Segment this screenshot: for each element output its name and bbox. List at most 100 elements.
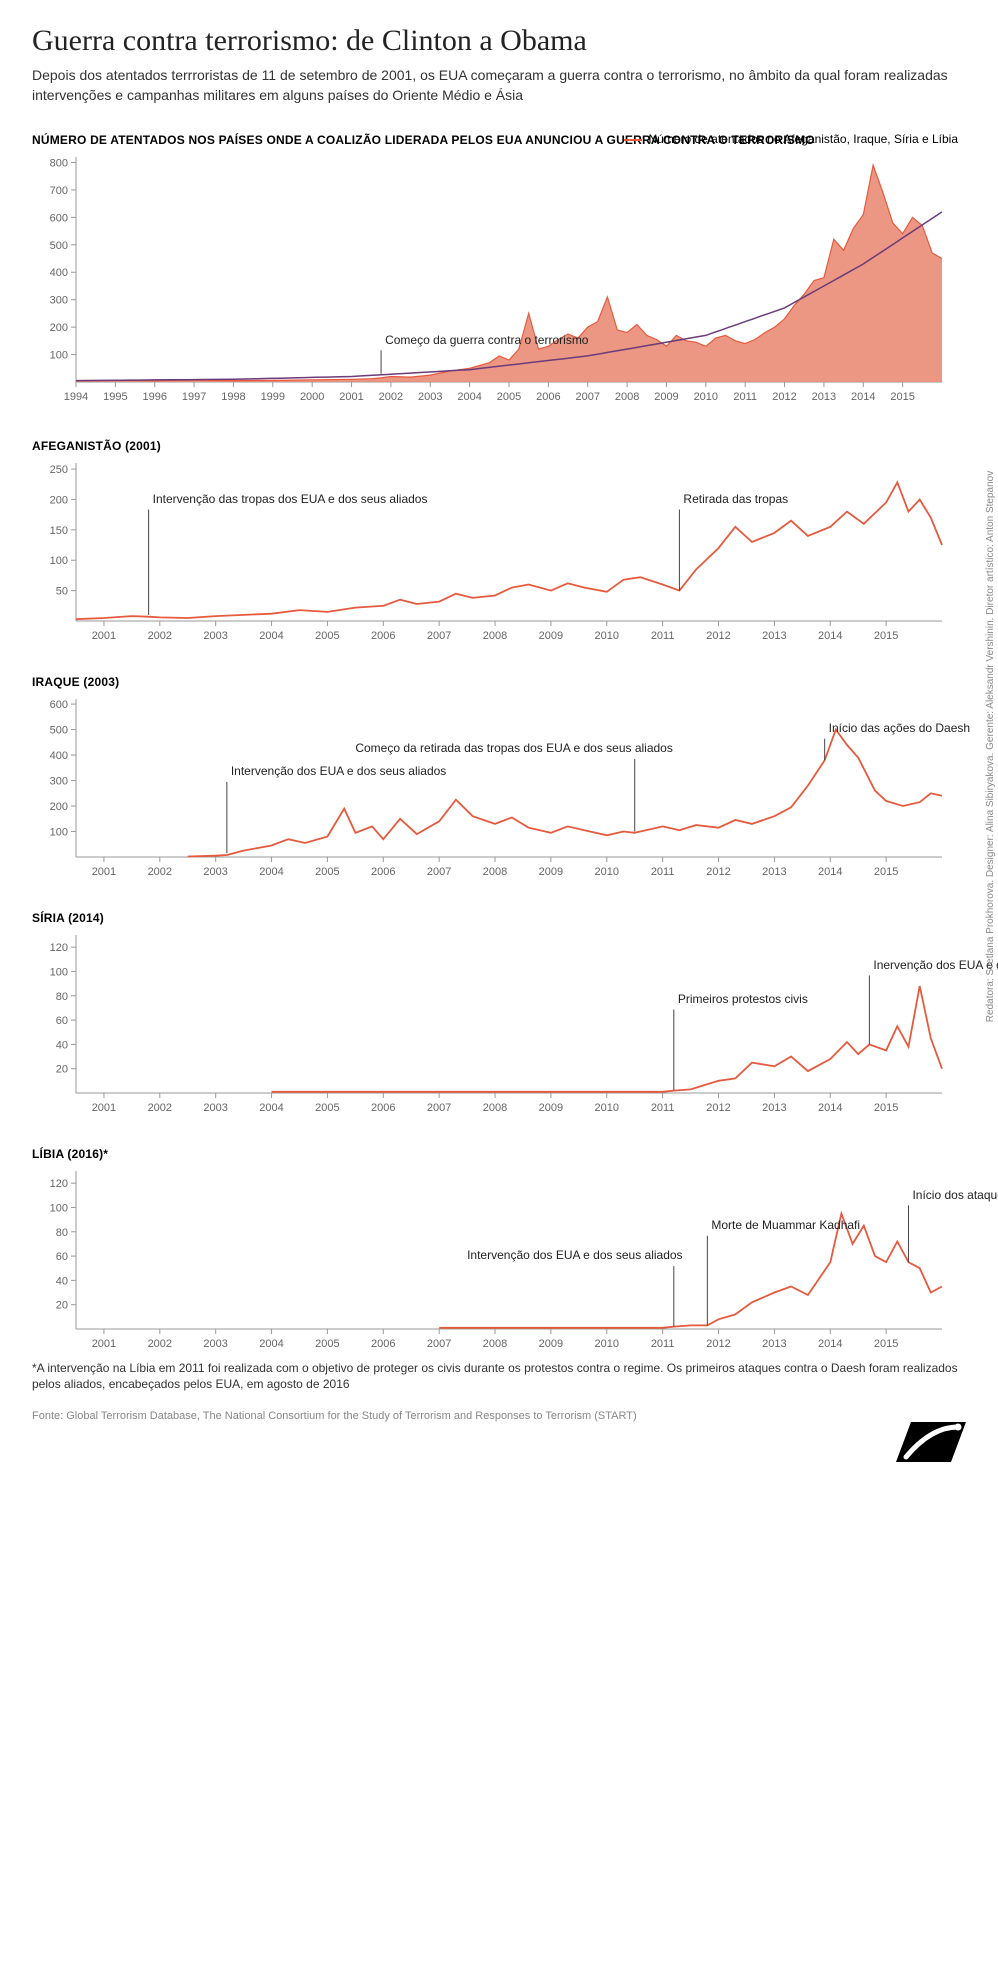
svg-text:500: 500 — [50, 725, 68, 737]
svg-text:2015: 2015 — [890, 391, 914, 403]
chart-annotation: Morte de Muammar Kadhafi — [711, 1218, 860, 1232]
svg-text:1997: 1997 — [182, 391, 206, 403]
svg-text:2010: 2010 — [595, 630, 619, 642]
svg-text:2002: 2002 — [379, 391, 403, 403]
main-legend: Número de atentados no Afeganistão, Iraq… — [624, 132, 958, 148]
page-title: Guerra contra terrorismo: de Clinton a O… — [32, 24, 966, 58]
svg-text:2008: 2008 — [483, 1338, 507, 1350]
svg-text:40: 40 — [56, 1276, 68, 1288]
svg-text:2003: 2003 — [203, 1338, 227, 1350]
svg-text:2004: 2004 — [259, 866, 283, 878]
svg-text:100: 100 — [50, 350, 68, 362]
svg-text:2014: 2014 — [851, 391, 875, 403]
svg-text:200: 200 — [50, 801, 68, 813]
svg-text:120: 120 — [50, 942, 68, 954]
afg-section-title: AFEGANISTÃO (2001) — [32, 439, 966, 453]
svg-text:600: 600 — [50, 699, 68, 711]
svg-text:2005: 2005 — [315, 630, 339, 642]
svg-text:2009: 2009 — [539, 866, 563, 878]
svg-text:2005: 2005 — [497, 391, 521, 403]
svg-text:2006: 2006 — [536, 391, 560, 403]
svg-text:100: 100 — [50, 827, 68, 839]
svg-text:2007: 2007 — [427, 1338, 451, 1350]
svg-text:2014: 2014 — [818, 1102, 842, 1114]
svg-text:2004: 2004 — [259, 630, 283, 642]
svg-text:2002: 2002 — [148, 1102, 172, 1114]
chart-annotation: Começo da guerra contra o terrorismo — [385, 333, 588, 347]
chart-annotation: Começo da retirada das tropas dos EUA e … — [355, 741, 673, 755]
svg-text:2006: 2006 — [371, 866, 395, 878]
svg-text:1996: 1996 — [142, 391, 166, 403]
svg-text:200: 200 — [50, 322, 68, 334]
chart-annotation: Intervenção das tropas dos EUA e dos seu… — [153, 492, 428, 506]
svg-text:400: 400 — [50, 267, 68, 279]
svg-text:2004: 2004 — [259, 1338, 283, 1350]
svg-text:300: 300 — [50, 776, 68, 788]
svg-text:60: 60 — [56, 1015, 68, 1027]
svg-text:2005: 2005 — [315, 1338, 339, 1350]
iraq-chart: 1002003004005006002001200220032004200520… — [32, 693, 966, 883]
svg-text:2007: 2007 — [575, 391, 599, 403]
svg-text:120: 120 — [50, 1178, 68, 1190]
chart-annotation: Intervenção dos EUA e dos seus aliados — [467, 1248, 682, 1262]
svg-text:2004: 2004 — [457, 391, 481, 403]
svg-text:2001: 2001 — [339, 391, 363, 403]
svg-text:100: 100 — [50, 1203, 68, 1215]
svg-text:2011: 2011 — [733, 391, 757, 403]
legend-swatch — [624, 139, 642, 141]
afg-chart: 5010015020025020012002200320042005200620… — [32, 457, 966, 647]
svg-text:200: 200 — [50, 495, 68, 507]
svg-text:2011: 2011 — [651, 630, 675, 642]
svg-text:300: 300 — [50, 295, 68, 307]
svg-text:2010: 2010 — [595, 1338, 619, 1350]
svg-text:2003: 2003 — [203, 866, 227, 878]
svg-text:2013: 2013 — [762, 1102, 786, 1114]
sputnik-logo — [886, 1412, 966, 1462]
svg-text:1999: 1999 — [261, 391, 285, 403]
svg-text:500: 500 — [50, 240, 68, 252]
svg-text:2014: 2014 — [818, 1338, 842, 1350]
svg-text:2009: 2009 — [539, 1338, 563, 1350]
svg-text:150: 150 — [50, 525, 68, 537]
svg-text:2010: 2010 — [595, 866, 619, 878]
svg-text:2005: 2005 — [315, 1102, 339, 1114]
svg-text:2006: 2006 — [371, 1338, 395, 1350]
svg-text:2009: 2009 — [654, 391, 678, 403]
svg-text:100: 100 — [50, 555, 68, 567]
svg-text:2002: 2002 — [148, 630, 172, 642]
syria-section-title: SÍRIA (2014) — [32, 911, 966, 925]
svg-text:2012: 2012 — [706, 630, 730, 642]
svg-text:2008: 2008 — [615, 391, 639, 403]
svg-text:2009: 2009 — [539, 630, 563, 642]
page-subtitle: Depois dos atentados terrroristas de 11 … — [32, 66, 966, 105]
credits: Redatora: Svetlana Prokhorova. Designer:… — [985, 471, 996, 1022]
main-chart: 1002003004005006007008001994199519961997… — [32, 151, 966, 411]
svg-text:2013: 2013 — [762, 1338, 786, 1350]
svg-text:2010: 2010 — [694, 391, 718, 403]
svg-text:50: 50 — [56, 586, 68, 598]
svg-text:2006: 2006 — [371, 1102, 395, 1114]
svg-text:2015: 2015 — [874, 630, 898, 642]
chart-annotation: Retirada das tropas — [683, 492, 788, 506]
svg-text:2008: 2008 — [483, 630, 507, 642]
svg-text:800: 800 — [50, 158, 68, 170]
iraq-section-title: IRAQUE (2003) — [32, 675, 966, 689]
svg-text:20: 20 — [56, 1300, 68, 1312]
svg-text:2011: 2011 — [651, 1338, 675, 1350]
svg-text:250: 250 — [50, 464, 68, 476]
svg-text:700: 700 — [50, 185, 68, 197]
svg-text:2011: 2011 — [651, 866, 675, 878]
svg-text:2004: 2004 — [259, 1102, 283, 1114]
svg-text:2008: 2008 — [483, 1102, 507, 1114]
svg-text:1998: 1998 — [221, 391, 245, 403]
svg-text:2007: 2007 — [427, 1102, 451, 1114]
svg-text:2008: 2008 — [483, 866, 507, 878]
svg-text:2005: 2005 — [315, 866, 339, 878]
svg-text:2003: 2003 — [418, 391, 442, 403]
svg-text:80: 80 — [56, 991, 68, 1003]
chart-annotation: Inervenção dos EUA e dos seus aliados — [873, 958, 998, 972]
svg-text:2015: 2015 — [874, 1338, 898, 1350]
chart-annotation: Primeiros protestos civis — [678, 992, 808, 1006]
svg-text:1994: 1994 — [64, 391, 88, 403]
svg-text:100: 100 — [50, 967, 68, 979]
